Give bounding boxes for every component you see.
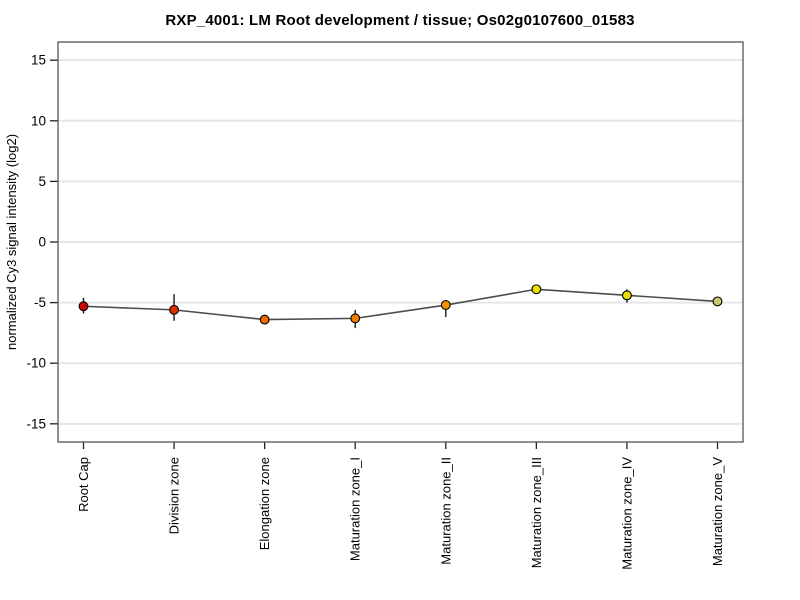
data-point [350,313,361,324]
data-point [621,290,632,301]
y-tick-label: 15 [31,53,46,68]
x-tick-label: Maturation zone_I [348,457,363,561]
x-tick-label: Maturation zone_IV [619,457,634,570]
x-tick-label: Division zone [167,457,182,534]
data-point [440,300,451,310]
y-axis-label: normalized Cy3 signal intensity (log2) [4,134,19,350]
x-tick-label: Maturation zone_II [438,457,453,565]
x-tick-label: Maturation zone_V [710,457,725,566]
plot-frame [57,41,744,443]
x-tick-label: Elongation zone [257,457,272,550]
chart-title: RXP_4001: LM Root development / tissue; … [165,12,635,29]
x-tick-label: Root Cap [76,457,91,512]
y-tick-label: -10 [26,356,46,371]
data-point [712,296,723,307]
data-point [259,314,270,325]
y-tick-label: -15 [26,416,46,431]
series-line [83,288,718,321]
y-tick-label: 0 [38,235,46,250]
data-point [531,284,542,295]
data-point [169,304,180,315]
y-tick-label: 5 [38,174,46,189]
y-tick-label: -5 [34,295,46,310]
data-point [78,301,89,312]
x-tick-label: Maturation zone_III [529,457,544,568]
y-tick-label: 10 [31,113,46,128]
